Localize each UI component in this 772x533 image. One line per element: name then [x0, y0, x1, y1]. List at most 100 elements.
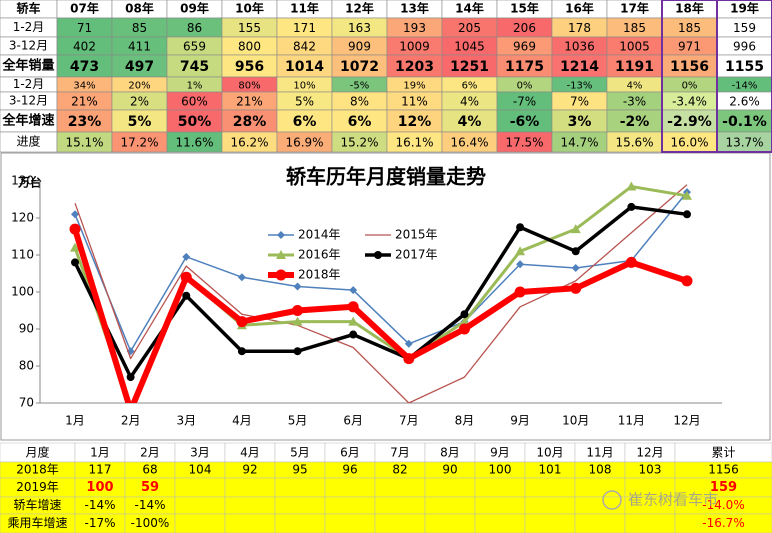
series-line — [73, 205, 688, 379]
cell-text: -3.4% — [672, 95, 707, 109]
cell-text: 68 — [142, 463, 157, 477]
series-marker — [69, 223, 81, 235]
header-text: 09年 — [180, 1, 209, 16]
series-marker — [126, 373, 135, 382]
row-label: 全年增速 — [1, 113, 54, 129]
cell — [524, 477, 576, 498]
header-text: 13年 — [400, 1, 429, 16]
row-label: 1-2月 — [13, 20, 45, 34]
cell-text: 15.6% — [615, 136, 653, 150]
series-marker — [458, 323, 470, 335]
series-marker — [571, 263, 580, 272]
cell-text: -3% — [623, 95, 646, 109]
header-text: 8月 — [440, 446, 460, 460]
header-text: 17年 — [620, 1, 649, 16]
cell-text: 1214 — [560, 59, 599, 75]
cell-text: 15.1% — [65, 136, 103, 150]
cell-text: 117 — [89, 463, 112, 477]
cell-text: 20% — [128, 81, 150, 92]
cell-text: 5% — [128, 114, 152, 130]
cell-text: 969 — [513, 40, 536, 54]
cell-text: 185 — [623, 21, 646, 35]
cell-text: 90 — [442, 463, 457, 477]
cell — [374, 513, 426, 533]
series-marker — [180, 271, 192, 283]
header-text: 12年 — [345, 1, 374, 16]
cell-text: 1155 — [725, 59, 764, 75]
series-marker — [404, 339, 413, 348]
cell-text: 411 — [128, 40, 151, 54]
series-marker — [459, 316, 470, 326]
row-label: 3-12月 — [9, 94, 48, 108]
header-text: 10月 — [536, 446, 563, 460]
y-axis-label: 万台 — [17, 175, 42, 190]
cell-text: 842 — [293, 40, 316, 54]
cell-text: 4% — [458, 114, 482, 130]
series-line — [74, 191, 688, 352]
cell-text: 193 — [403, 21, 426, 35]
cell-text: -100% — [131, 516, 170, 530]
cell-text: 1072 — [340, 59, 379, 75]
cell-text: 6% — [293, 114, 317, 130]
x-tick-label: 9月 — [510, 414, 530, 428]
cell — [474, 513, 526, 533]
cell-text: 8% — [350, 95, 369, 109]
series-marker — [514, 286, 526, 298]
series-marker — [626, 181, 637, 191]
cell-text: 5% — [295, 95, 314, 109]
cell-text: 1203 — [395, 59, 434, 75]
x-tick-label: 4月 — [232, 414, 252, 428]
header-text: 16年 — [565, 1, 594, 16]
highlight-column — [716, 0, 772, 153]
watermark-icon — [602, 490, 622, 510]
y-tick-label: 70 — [19, 396, 34, 410]
cell-text: 16.2% — [230, 136, 268, 150]
header-text: 2月 — [140, 446, 160, 460]
series-marker — [625, 256, 637, 268]
chart-frame — [0, 152, 771, 441]
cell — [674, 513, 772, 533]
x-tick-label: 12月 — [673, 414, 700, 428]
cell — [424, 477, 476, 498]
cell — [224, 513, 276, 533]
cell-text: 100 — [489, 463, 512, 477]
cell — [274, 513, 326, 533]
series-marker — [460, 310, 469, 319]
cell-text: 28% — [233, 114, 267, 130]
cell-text: 100 — [86, 480, 113, 495]
cell-text: 473 — [70, 59, 99, 75]
cell-text: -14% — [732, 81, 758, 92]
cell-text: -14% — [84, 498, 115, 512]
cell-text: 1005 — [619, 40, 650, 54]
row-label: 进度 — [16, 134, 40, 149]
cell-text: 21% — [236, 95, 263, 109]
header-text: 累计 — [711, 446, 735, 460]
legend-marker — [277, 231, 285, 239]
cell-text: 1156 — [708, 463, 739, 477]
series-marker — [516, 260, 525, 269]
cell-text: -13% — [567, 81, 593, 92]
series-marker — [182, 291, 191, 300]
cell-text: 1175 — [505, 59, 544, 75]
legend-label: 2016年 — [298, 248, 341, 262]
series-marker — [570, 282, 582, 294]
cell-text: 1036 — [564, 40, 595, 54]
cell-text: 101 — [539, 463, 562, 477]
row-label: 3-12月 — [9, 39, 48, 53]
cell-text: 16.0% — [670, 136, 708, 150]
row-label: 1-2月 — [13, 77, 45, 91]
x-tick-label: 8月 — [455, 414, 475, 428]
cell-text: 206 — [513, 21, 536, 35]
cell-text: 60% — [181, 95, 208, 109]
cell-text: 86 — [187, 21, 202, 35]
cell-text: 155 — [238, 21, 261, 35]
cell — [524, 496, 576, 515]
cell-text: 659 — [183, 40, 206, 54]
cell — [574, 477, 626, 498]
cell-text: -16.7% — [702, 516, 744, 530]
series-marker — [237, 273, 246, 282]
cell-text: 185 — [678, 21, 701, 35]
series-marker — [349, 330, 358, 339]
cell-text: 1009 — [399, 40, 430, 54]
header-text: 18年 — [675, 1, 704, 16]
